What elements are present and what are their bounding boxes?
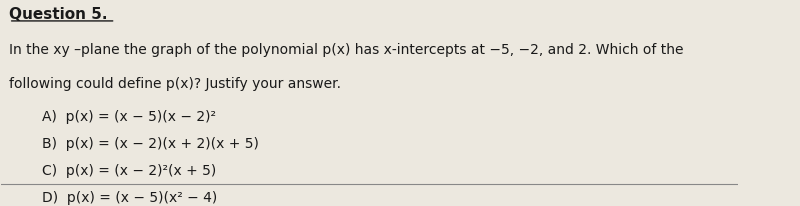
Text: Question 5.: Question 5. [9, 7, 107, 22]
Text: In the xy –plane the graph of the polynomial p(x) has x-intercepts at −5, −2, an: In the xy –plane the graph of the polyno… [9, 43, 683, 57]
Text: C)  p(x) = (x − 2)²(x + 5): C) p(x) = (x − 2)²(x + 5) [42, 164, 216, 178]
Text: following could define p(x)? Justify your answer.: following could define p(x)? Justify you… [9, 77, 341, 91]
Text: B)  p(x) = (x − 2)(x + 2)(x + 5): B) p(x) = (x − 2)(x + 2)(x + 5) [42, 137, 258, 151]
Text: A)  p(x) = (x − 5)(x − 2)²: A) p(x) = (x − 5)(x − 2)² [42, 110, 216, 124]
Text: D)  p(x) = (x − 5)(x² − 4): D) p(x) = (x − 5)(x² − 4) [42, 191, 217, 205]
